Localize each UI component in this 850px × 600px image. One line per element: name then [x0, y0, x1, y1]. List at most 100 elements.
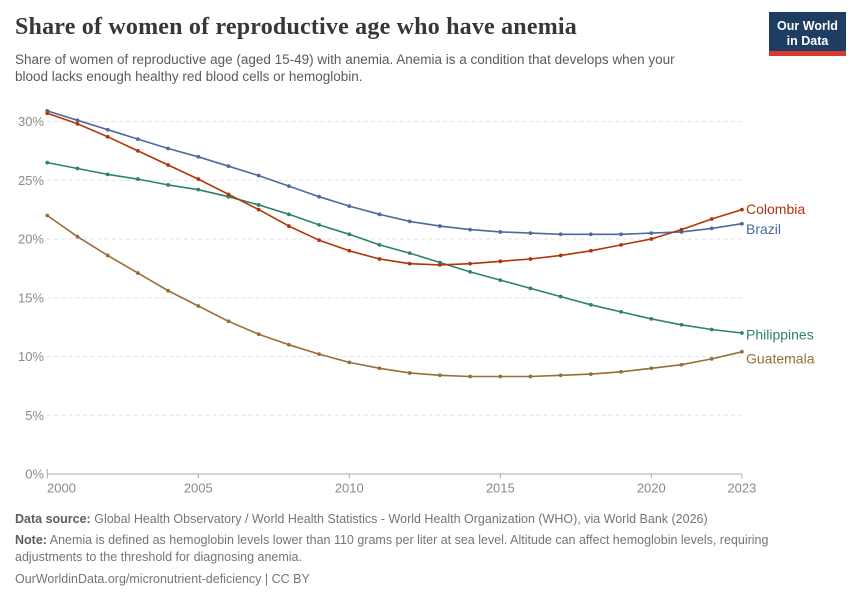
data-point — [438, 373, 442, 378]
data-source-text: Global Health Observatory / World Health… — [94, 512, 708, 526]
data-point — [377, 257, 382, 261]
data-point — [347, 232, 352, 237]
data-point — [256, 207, 261, 212]
data-point — [438, 262, 442, 267]
data-point — [45, 111, 50, 116]
data-point — [468, 374, 472, 379]
data-point — [226, 192, 231, 197]
data-point — [105, 172, 110, 177]
y-axis-tick-label: 5% — [25, 408, 44, 423]
data-point — [287, 212, 291, 217]
data-point — [196, 154, 201, 159]
owid-logo-line2: in Data — [786, 34, 829, 48]
data-point — [589, 302, 593, 307]
x-axis-tick-label: 2000 — [47, 481, 76, 496]
y-axis-tick-label: 25% — [18, 173, 44, 188]
data-point — [256, 332, 261, 337]
data-point — [679, 322, 684, 327]
data-point — [256, 203, 261, 207]
data-point — [226, 164, 231, 169]
data-point — [649, 317, 654, 321]
data-point — [558, 253, 563, 258]
series-label-brazil: Brazil — [746, 221, 781, 237]
note-line: Note: Anemia is defined as hemoglobin le… — [15, 532, 815, 565]
attribution-link[interactable]: OurWorldinData.org/micronutrient-deficie… — [15, 572, 310, 586]
data-point — [558, 373, 563, 378]
data-point — [166, 183, 171, 187]
data-point — [287, 342, 291, 347]
data-point — [619, 232, 623, 237]
data-point — [377, 242, 382, 247]
series-line-guatemala — [46, 214, 743, 378]
chart-footer: Data source: Global Health Observatory /… — [15, 511, 815, 592]
y-axis-tick-label: 30% — [18, 114, 44, 129]
owid-logo: Our World in Data — [769, 12, 846, 56]
data-point — [317, 238, 321, 243]
data-point — [709, 226, 714, 231]
data-point — [75, 166, 80, 171]
data-point — [468, 261, 472, 266]
data-point — [226, 319, 231, 324]
data-point — [619, 369, 623, 374]
data-point — [317, 352, 321, 357]
data-point — [619, 242, 623, 247]
data-point — [136, 137, 140, 142]
series-label-philippines: Philippines — [746, 327, 814, 343]
y-axis-tick-label: 10% — [18, 349, 44, 364]
data-point — [136, 148, 140, 153]
data-point — [105, 253, 110, 258]
data-point — [407, 261, 412, 266]
data-point — [740, 207, 744, 212]
data-point — [558, 232, 563, 237]
data-point — [287, 184, 291, 189]
x-axis-tick-label: 2005 — [184, 481, 213, 496]
data-point — [256, 173, 261, 178]
data-point — [196, 304, 201, 308]
data-point — [649, 231, 654, 236]
data-point — [649, 237, 654, 241]
owid-logo-accent-bar — [769, 51, 846, 56]
series-label-guatemala: Guatemala — [746, 350, 815, 366]
x-axis-tick-label: 2015 — [486, 481, 515, 496]
x-axis-tick-label: 2010 — [335, 481, 364, 496]
page-title: Share of women of reproductive age who h… — [15, 14, 577, 40]
data-point — [166, 163, 171, 167]
owid-logo-line1: Our World — [777, 19, 838, 33]
series-line-colombia — [46, 112, 743, 266]
data-point — [196, 187, 201, 192]
data-point — [528, 231, 533, 236]
data-point — [196, 177, 201, 181]
data-point — [407, 251, 412, 256]
data-point — [498, 278, 503, 283]
data-point — [740, 221, 744, 226]
chart-header: Share of women of reproductive age who h… — [15, 14, 760, 86]
y-axis-tick-label: 20% — [18, 232, 44, 247]
data-point — [105, 127, 110, 132]
data-point — [75, 234, 80, 239]
data-point — [347, 248, 352, 253]
data-point — [105, 134, 110, 139]
data-source-line: Data source: Global Health Observatory /… — [15, 511, 815, 528]
data-point — [166, 146, 171, 151]
data-point — [528, 286, 533, 291]
data-source-label: Data source: — [15, 512, 91, 526]
data-point — [75, 121, 80, 126]
data-point — [679, 362, 684, 367]
data-point — [317, 194, 321, 199]
data-point — [45, 160, 50, 165]
data-point — [136, 177, 140, 181]
data-point — [498, 374, 503, 379]
data-point — [468, 227, 472, 232]
data-point — [528, 374, 533, 379]
data-point — [709, 356, 714, 361]
series-line-philippines — [46, 161, 743, 334]
series-line-brazil — [46, 110, 743, 236]
data-point — [377, 366, 382, 371]
data-point — [347, 204, 352, 209]
data-point — [468, 270, 472, 274]
data-point — [528, 257, 533, 261]
data-point — [45, 213, 50, 218]
data-point — [347, 360, 352, 365]
